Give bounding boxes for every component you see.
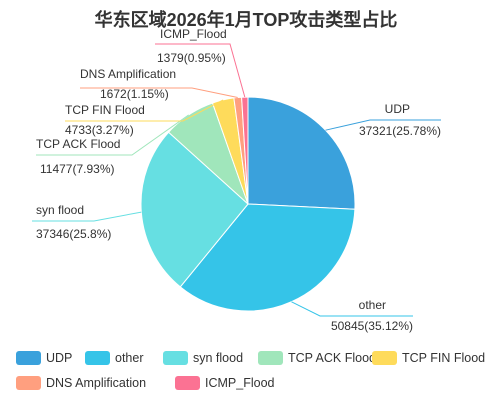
legend-label: UDP	[46, 351, 72, 365]
slice-label-value: 37346(25.8%)	[36, 227, 111, 241]
label-leader-line	[80, 87, 238, 98]
legend-item-other[interactable]: other	[85, 351, 144, 365]
legend-item-icmp-flood[interactable]: ICMP_Flood	[175, 376, 275, 390]
slice-label-value: 37321(25.78%)	[359, 124, 441, 138]
pie-slice-icmp-flood[interactable]	[241, 96, 249, 205]
legend-item-tcp-fin-flood[interactable]: TCP FIN Flood	[372, 351, 485, 365]
slice-label-name: ICMP_Flood	[160, 27, 227, 41]
slice-label-value: 11477(7.93%)	[40, 162, 115, 176]
legend-label: DNS Amplification	[46, 376, 146, 390]
pie-slice-syn-flood[interactable]	[140, 131, 249, 288]
slice-label-value: 4733(3.27%)	[65, 123, 134, 137]
legend-label: TCP ACK Flood	[288, 351, 376, 365]
chart-title: 华东区域2026年1月TOP攻击类型占比	[95, 9, 398, 30]
pie-slice-other[interactable]	[179, 203, 356, 312]
label-leader-line	[325, 119, 441, 131]
slice-label-value: 50845(35.12%)	[331, 319, 413, 333]
label-leader-line	[36, 114, 189, 156]
slice-label-name: syn flood	[36, 203, 84, 217]
legend-swatch	[175, 376, 200, 390]
legend-label: other	[115, 351, 144, 365]
label-leader-line	[32, 211, 142, 222]
legend-swatch	[163, 351, 188, 365]
label-leader-line	[65, 99, 224, 122]
label-leader-line	[155, 43, 246, 98]
label-leader-line	[291, 301, 413, 317]
legend-label: ICMP_Flood	[205, 376, 275, 390]
pie-slices	[140, 96, 356, 312]
legend-swatch	[16, 351, 41, 365]
legend-label: TCP FIN Flood	[402, 351, 485, 365]
legend-item-udp[interactable]: UDP	[16, 351, 72, 365]
slice-label-name: TCP FIN Flood	[65, 103, 145, 117]
slice-label-name: other	[359, 298, 386, 312]
slice-label-name: TCP ACK Flood	[36, 137, 120, 151]
slice-label-name: UDP	[385, 102, 410, 116]
legend-item-tcp-ack-flood[interactable]: TCP ACK Flood	[258, 351, 376, 365]
legend-swatch	[85, 351, 110, 365]
legend-swatch	[258, 351, 283, 365]
slice-labels: UDP 37321(25.78%) other 50845(35.12%) syn fl…	[32, 27, 441, 333]
legend-label: syn flood	[193, 351, 243, 365]
legend-swatch	[372, 351, 397, 365]
legend-swatch	[16, 376, 41, 390]
pie-slice-udp[interactable]	[247, 96, 356, 210]
slice-label-value: 1379(0.95%)	[157, 51, 226, 65]
legend-item-syn-flood[interactable]: syn flood	[163, 351, 243, 365]
legend-item-dns-amplification[interactable]: DNS Amplification	[16, 376, 146, 390]
slice-label-name: DNS Amplification	[80, 67, 176, 81]
legend: UDP other syn flood TCP ACK Flood TCP FIN Fl…	[16, 351, 485, 390]
slice-label-value: 1672(1.15%)	[100, 87, 169, 101]
